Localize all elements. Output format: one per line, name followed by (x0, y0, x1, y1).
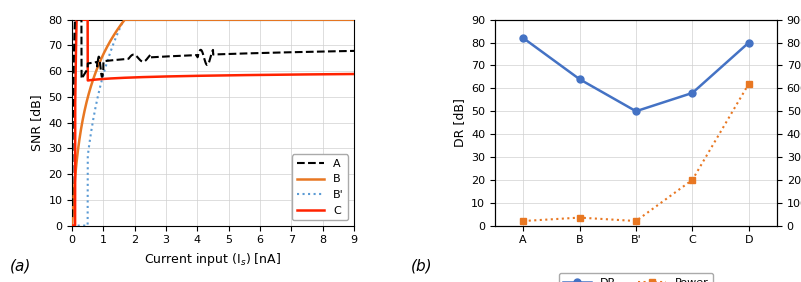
Text: (b): (b) (410, 259, 432, 274)
Y-axis label: SNR [dB]: SNR [dB] (30, 94, 42, 151)
X-axis label: Current input (I$_s$) [nA]: Current input (I$_s$) [nA] (144, 251, 282, 268)
Legend: DR, Power: DR, Power (559, 273, 713, 282)
Legend: A, B, B', C: A, B, B', C (292, 155, 348, 220)
Y-axis label: DR [dB]: DR [dB] (453, 98, 465, 147)
Text: (a): (a) (10, 259, 31, 274)
